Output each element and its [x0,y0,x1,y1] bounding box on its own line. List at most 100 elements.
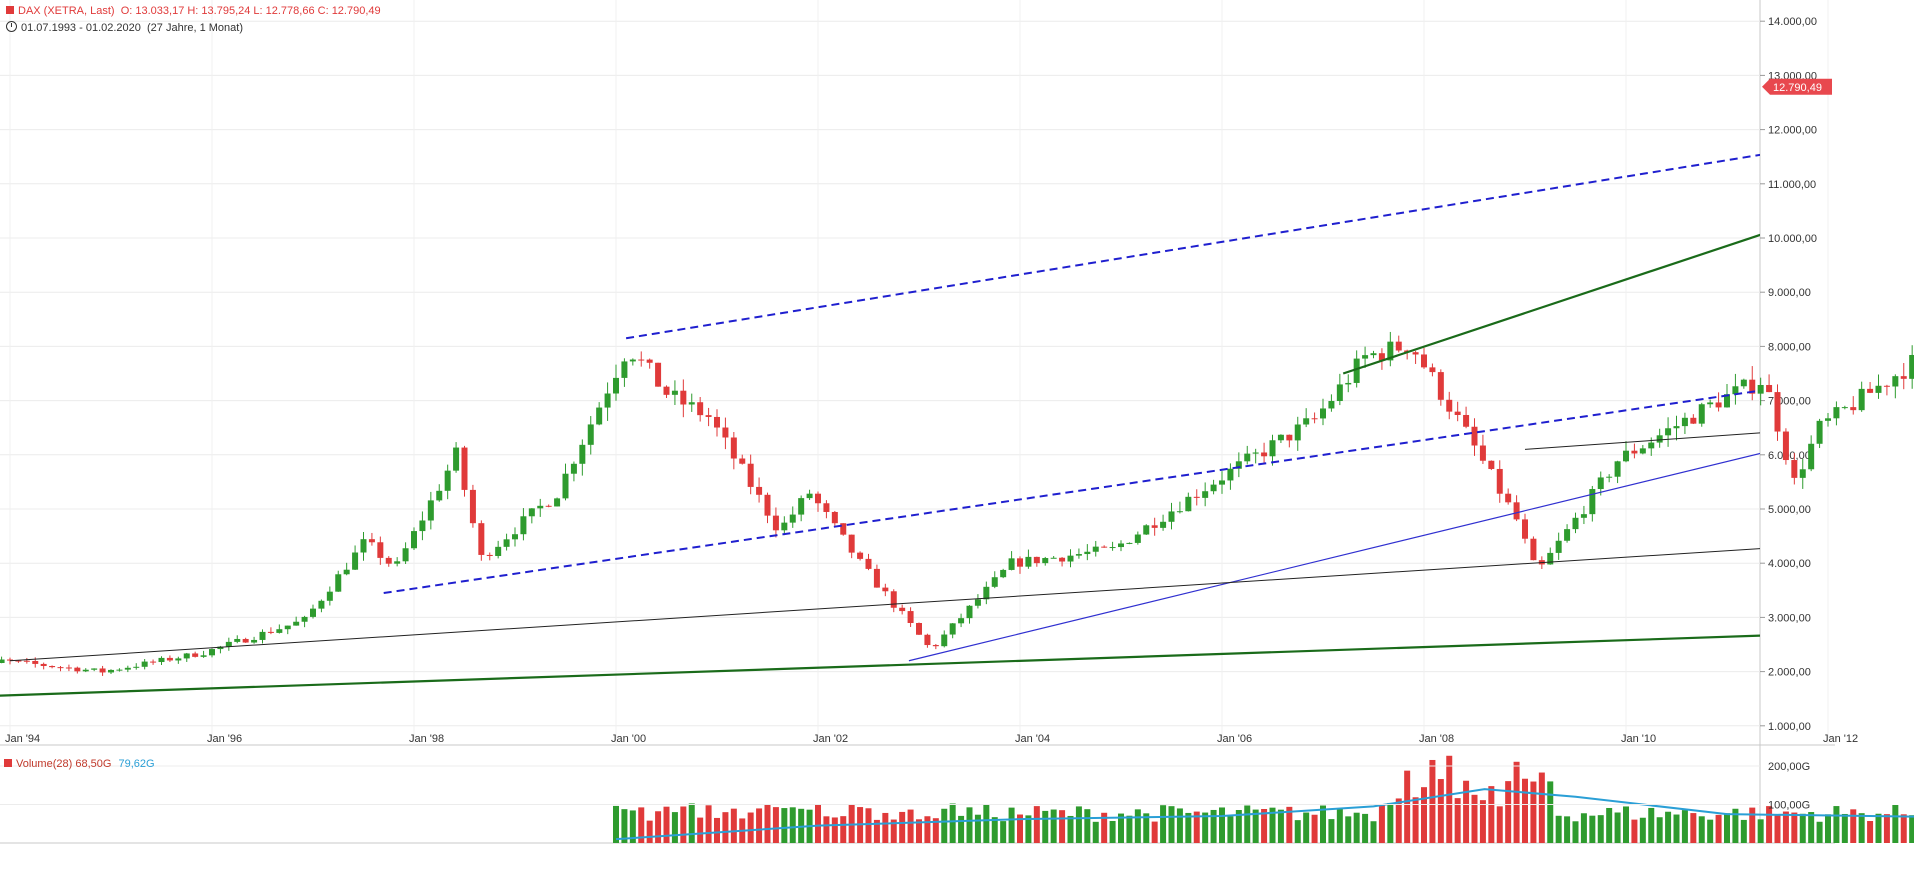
volume-bar [1185,812,1192,843]
volume-tick-label: 200,00G [1768,761,1810,773]
candle-body [352,552,359,570]
volume-bar [840,816,847,843]
candle-body [478,523,485,555]
candle-body [789,514,796,523]
candle-body [318,600,325,609]
candle-body [974,599,981,606]
candle-body [1724,394,1730,408]
candle-body [1286,434,1293,441]
candle-body [326,591,333,601]
candle-body [1202,491,1209,498]
volume-bar [1303,812,1310,843]
candle-body [873,568,880,588]
candle-body [1850,407,1857,411]
candle-body [486,554,493,556]
candle-body [1909,354,1914,379]
volume-bar [1202,812,1209,843]
volume-bar [1639,817,1646,843]
candle-body [570,463,577,474]
candle-body [587,424,594,445]
candle-body [99,668,106,673]
volume-bar [1126,815,1133,843]
candle-body [1084,551,1091,555]
candle-body [688,402,695,405]
x-tick-label: Jan '06 [1217,733,1252,745]
y-tick-label: 1.000,00 [1768,721,1811,733]
y-tick-label: 10.000,00 [1768,233,1817,245]
ohlc-readout: O: 13.033,17 H: 13.795,24 L: 12.778,66 C… [120,5,381,17]
volume-bar [789,807,796,843]
candle-body [1168,511,1175,522]
volume-bar [1118,813,1124,843]
candle-body [1210,484,1217,492]
candle-body [1134,534,1141,543]
volume-bar [629,810,636,843]
volume-bar [730,808,737,843]
candle-body [1833,407,1840,419]
candle-body [1757,384,1764,394]
candle-body [798,498,805,515]
volume-bar [756,808,763,843]
volume-bar [772,807,779,843]
x-tick-label: Jan '10 [1621,733,1656,745]
candle-body [175,658,182,661]
volume-bar [722,812,729,843]
candle-body [74,667,81,672]
candle-body [1294,424,1301,441]
volume-bar [671,812,678,843]
volume-bar [1252,809,1259,843]
volume-bar [764,804,771,843]
candle-body [865,558,872,569]
volume-bar [697,817,704,843]
volume-bar [890,819,897,843]
candle-body [40,663,47,667]
candle-body [604,393,611,408]
x-tick-label: Jan '94 [5,733,40,745]
volume-bar [1042,810,1049,843]
candle-body [596,407,603,425]
candle-body [772,515,779,531]
candle-body [823,503,830,512]
candle-body [427,500,434,521]
volume-bar [1479,800,1486,843]
candle-body [1025,556,1032,567]
candle-body [1522,519,1528,539]
candle-body [1505,493,1512,503]
volume-bar [1387,802,1394,843]
candle-body [1841,407,1848,409]
x-tick-label: Jan '12 [1823,733,1858,745]
volume-bar [949,803,956,843]
candle-body [1774,392,1781,432]
candle-body [1109,547,1116,549]
volume-bar [1109,820,1116,843]
candle-body [436,490,443,501]
instrument-header: DAX (XETRA, Last) O: 13.033,17 H: 13.795… [6,5,381,17]
candle-body [1042,558,1049,564]
volume-bar [1732,808,1739,843]
volume-bar [1454,798,1461,843]
volume-bar [1648,807,1655,843]
range-header: 01.07.1993 - 01.02.2020 (27 Jahre, 1 Mon… [6,21,243,34]
volume-bar [1101,812,1108,843]
candle-body [655,362,662,387]
candle-body [890,591,897,608]
candle-body [1858,388,1865,411]
volume-bar [1513,761,1520,843]
volume-bar [1665,811,1672,843]
volume-bar [1134,809,1141,843]
candle-body [1370,353,1377,356]
volume-bar [1833,806,1840,843]
volume-bar [1673,814,1680,843]
x-tick-label: Jan '04 [1015,733,1050,745]
volume-color-icon [4,759,12,767]
volume-bar [991,817,998,843]
candle-body [671,390,678,395]
candle-body [133,666,140,668]
volume-bar [966,807,973,843]
y-tick-label: 9.000,00 [1768,287,1811,299]
y-tick-label: 5.000,00 [1768,504,1811,516]
volume-bar [1841,813,1848,843]
candle-body [747,463,754,487]
